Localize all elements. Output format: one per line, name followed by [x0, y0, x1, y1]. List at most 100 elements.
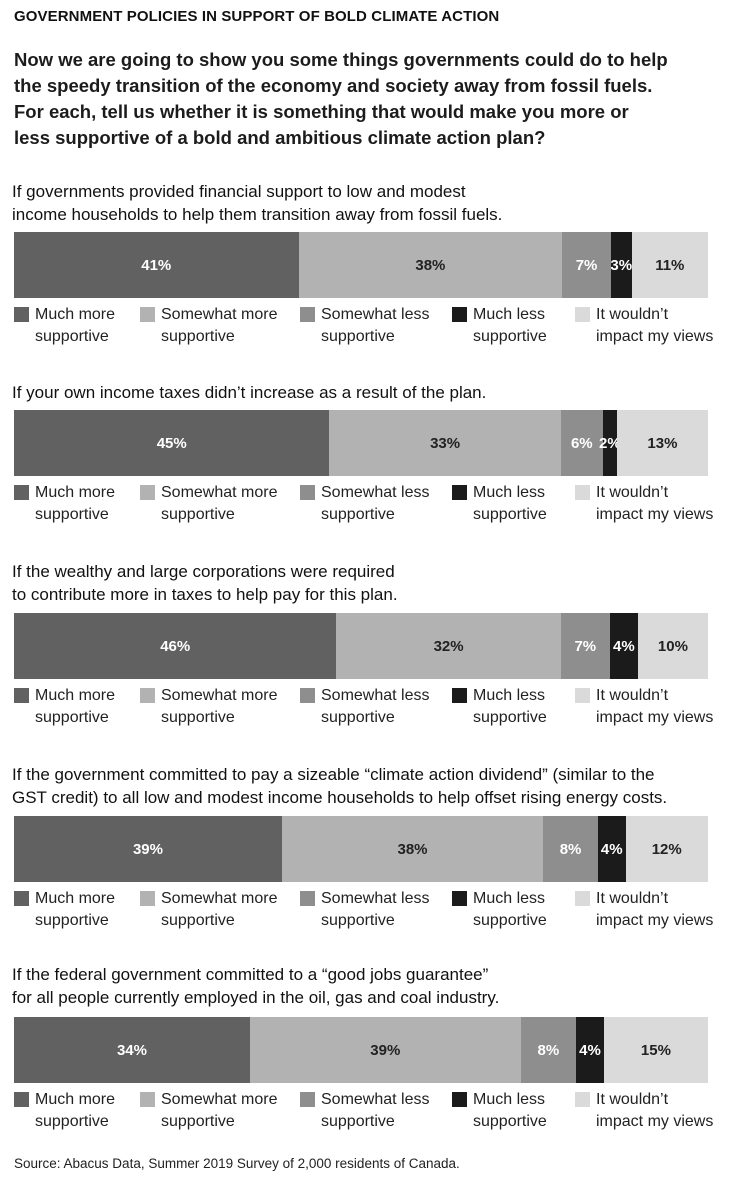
- legend-label-line: supportive: [321, 709, 395, 726]
- legend-label: Somewhat less supportive: [321, 482, 461, 526]
- legend-label-line: Somewhat more: [161, 484, 278, 501]
- legend-label-line: It wouldn’t: [596, 1091, 669, 1108]
- legend-label-line: It wouldn’t: [596, 687, 669, 704]
- legend-label-line: supportive: [321, 1113, 395, 1130]
- legend-label-line: supportive: [161, 709, 235, 726]
- data-label: 11%: [655, 256, 685, 274]
- stacked-bar: 39% 38% 8% 4% 12%: [14, 816, 708, 882]
- bar-segment-somewhat-more: 38%: [298, 232, 563, 298]
- legend-label-line: supportive: [161, 912, 235, 929]
- legend-swatch: [452, 485, 467, 500]
- data-label: 34%: [116, 1041, 147, 1059]
- legend-item: Somewhat less supportive: [300, 888, 461, 932]
- legend-item: Much less supportive: [452, 1089, 613, 1133]
- legend-label-line: Somewhat more: [161, 687, 278, 704]
- data-label: 38%: [397, 840, 428, 858]
- legend-item: It wouldn’t impact my views: [575, 888, 732, 932]
- legend-label-line: impact my views: [596, 912, 714, 929]
- bar-segment-somewhat-less: 8%: [543, 816, 599, 882]
- bar-segment-somewhat-less: 7%: [560, 613, 610, 679]
- legend-label-line: supportive: [321, 328, 395, 345]
- legend-label-line: supportive: [35, 1113, 109, 1130]
- bar-segment-no-impact: 10%: [637, 613, 708, 679]
- legend-item: Much more supportive: [14, 1089, 175, 1133]
- legend-label-line: supportive: [321, 506, 395, 523]
- legend-item: Much more supportive: [14, 482, 175, 526]
- legend-swatch: [300, 891, 315, 906]
- bar-segment-much-less: 3%: [610, 232, 633, 298]
- question-text: If your own income taxes didn’t increase…: [12, 381, 724, 404]
- legend-item: It wouldn’t impact my views: [575, 482, 732, 526]
- question-line: to contribute more in taxes to help pay …: [12, 585, 398, 604]
- legend-label-line: Somewhat more: [161, 890, 278, 907]
- data-label: 4%: [613, 637, 635, 655]
- legend-swatch: [14, 688, 29, 703]
- legend-item: It wouldn’t impact my views: [575, 1089, 732, 1133]
- legend-swatch: [140, 891, 155, 906]
- legend-swatch: [140, 1092, 155, 1107]
- legend-label-line: impact my views: [596, 709, 714, 726]
- legend-swatch: [575, 688, 590, 703]
- stacked-bar: 41% 38% 7% 3% 11%: [14, 232, 708, 298]
- legend-label-line: supportive: [473, 1113, 547, 1130]
- legend-swatch: [452, 688, 467, 703]
- legend-label-line: supportive: [473, 912, 547, 929]
- legend-label: Somewhat less supportive: [321, 685, 461, 729]
- bar-segment-somewhat-less: 8%: [520, 1017, 577, 1083]
- legend-item: Much less supportive: [452, 685, 613, 729]
- bar-segment-much-more: 41%: [14, 232, 299, 298]
- question-text: If governments provided financial suppor…: [12, 180, 724, 226]
- legend-label-line: Somewhat more: [161, 306, 278, 323]
- data-label: 3%: [610, 256, 633, 274]
- legend-swatch: [300, 688, 315, 703]
- legend-item: Somewhat less supportive: [300, 304, 461, 348]
- legend-item: Somewhat more supportive: [140, 1089, 301, 1133]
- legend-label: Much less supportive: [473, 888, 613, 932]
- legend: Much more supportive Somewhat more supporti…: [14, 888, 724, 934]
- question-text: If the wealthy and large corporations we…: [12, 560, 724, 606]
- bar-segment-much-less: 2%: [599, 410, 621, 476]
- legend-swatch: [452, 1092, 467, 1107]
- legend-item: It wouldn’t impact my views: [575, 685, 732, 729]
- data-label: 13%: [647, 434, 678, 452]
- legend-item: Much less supportive: [452, 482, 613, 526]
- legend-label-line: Somewhat less: [321, 306, 430, 323]
- bar-segment-much-less: 4%: [576, 1017, 604, 1083]
- bar-segment-somewhat-less: 7%: [562, 232, 611, 298]
- legend-label-line: supportive: [161, 328, 235, 345]
- question-text: If the government committed to pay a siz…: [12, 763, 724, 809]
- data-label: 32%: [433, 637, 464, 655]
- legend-swatch: [14, 307, 29, 322]
- legend-label-line: supportive: [161, 1113, 235, 1130]
- legend-label: Much less supportive: [473, 304, 613, 348]
- bar-segment-somewhat-more: 33%: [329, 410, 561, 476]
- data-label: 38%: [415, 256, 446, 274]
- bar-segment-much-more: 46%: [14, 613, 337, 679]
- legend-swatch: [300, 485, 315, 500]
- legend-label-line: Somewhat more: [161, 1091, 278, 1108]
- legend-label: Much more supportive: [35, 1089, 175, 1133]
- legend-label-line: Somewhat less: [321, 484, 430, 501]
- bar-segment-no-impact: 11%: [631, 232, 708, 298]
- legend-swatch: [14, 891, 29, 906]
- data-label: 7%: [574, 637, 597, 655]
- legend-label-line: Somewhat less: [321, 1091, 430, 1108]
- stacked-bar: 34% 39% 8% 4% 15%: [14, 1017, 708, 1083]
- legend-item: Somewhat more supportive: [140, 304, 301, 348]
- legend-item: Much more supportive: [14, 888, 175, 932]
- stacked-bar: 46% 32% 7% 4% 10%: [14, 613, 708, 679]
- legend-label: Somewhat more supportive: [161, 482, 301, 526]
- legend-label: It wouldn’t impact my views: [596, 685, 732, 729]
- legend-swatch: [14, 1092, 29, 1107]
- data-label: 39%: [370, 1041, 401, 1059]
- legend-label: Much less supportive: [473, 685, 613, 729]
- bar-segment-somewhat-more: 38%: [281, 816, 544, 882]
- legend-label-line: It wouldn’t: [596, 306, 669, 323]
- legend-label: Somewhat less supportive: [321, 304, 461, 348]
- data-label: 2%: [599, 434, 621, 452]
- data-label: 7%: [575, 256, 598, 274]
- legend-item: Somewhat more supportive: [140, 685, 301, 729]
- question-line: If the federal government committed to a…: [12, 965, 489, 984]
- legend-label: Somewhat more supportive: [161, 685, 301, 729]
- legend: Much more supportive Somewhat more supporti…: [14, 482, 724, 528]
